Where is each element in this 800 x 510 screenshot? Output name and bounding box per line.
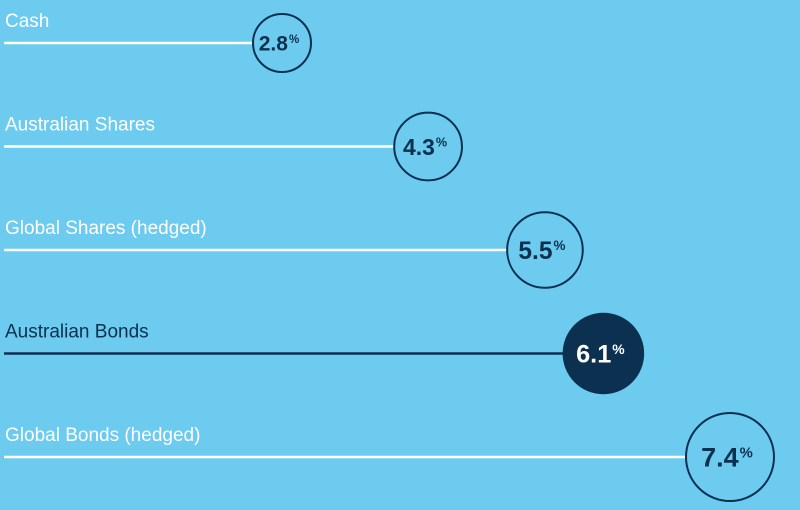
row-4: Global Bonds (hedged) 7.4%	[4, 412, 775, 502]
value-label: 4.3%	[403, 134, 447, 160]
category-label: Global Bonds (hedged)	[5, 425, 200, 446]
value-label: 6.1%	[576, 341, 625, 369]
value-label: 5.5%	[518, 238, 565, 265]
row-1: Australian Shares 4.3%	[4, 111, 463, 182]
value-marker	[393, 111, 463, 182]
value-marker	[506, 211, 584, 289]
category-label: Global Shares (hedged)	[5, 218, 207, 239]
category-label: Cash	[5, 11, 49, 32]
row-2: Global Shares (hedged) 5.5%	[4, 211, 584, 289]
row-3: Australian Bonds 6.1%	[4, 312, 645, 395]
category-label: Australian Shares	[5, 115, 155, 136]
value-label: 2.8%	[259, 33, 299, 56]
value-marker	[252, 13, 312, 73]
value-marker	[685, 412, 775, 502]
value-label: 7.4%	[701, 443, 753, 473]
value-marker	[562, 312, 645, 395]
row-0: Cash 2.8%	[4, 11, 312, 73]
category-label: Australian Bonds	[5, 322, 149, 343]
